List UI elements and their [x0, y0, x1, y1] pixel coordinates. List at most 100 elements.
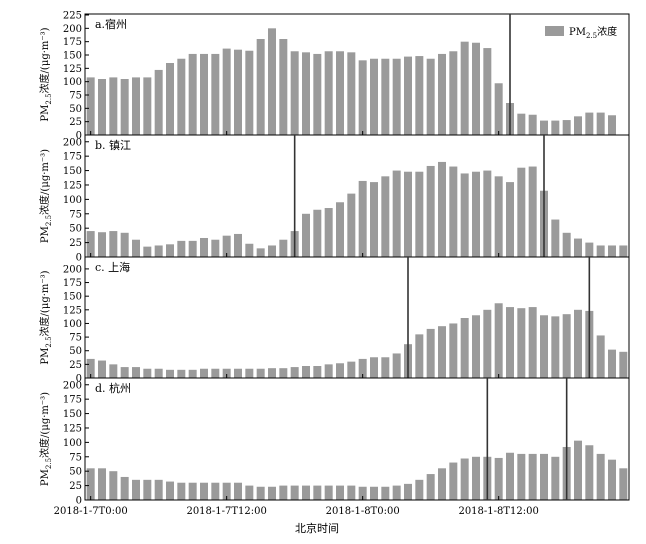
y-tick-label: 50: [69, 346, 82, 357]
bar: [256, 486, 265, 500]
y-tick-label: 25: [69, 238, 82, 249]
bar: [132, 77, 140, 135]
y-tick-label: 125: [63, 180, 82, 191]
bar: [608, 349, 616, 378]
bar: [290, 367, 299, 378]
bar: [166, 481, 174, 500]
x-tick-label: 2018-1-7T0:00: [54, 506, 128, 517]
bar: [540, 315, 548, 378]
bar: [166, 244, 174, 257]
y-tick-label: 0: [76, 496, 82, 507]
y-tick-label: 200: [63, 264, 82, 275]
bar: [460, 41, 469, 135]
bar: [166, 63, 174, 135]
bar: [211, 53, 220, 135]
bar: [415, 171, 424, 257]
bar: [177, 369, 186, 378]
y-axis-label: PM2.5浓度/(μg·m⁻³): [38, 392, 53, 486]
bar: [245, 485, 254, 500]
bar: [392, 485, 401, 500]
y-tick-label: 175: [63, 37, 82, 48]
bar: [415, 479, 424, 500]
bar: [109, 231, 118, 257]
y-tick-label: 75: [69, 333, 82, 344]
bar: [528, 114, 537, 135]
bar: [551, 219, 560, 257]
y-tick-label: 125: [63, 305, 82, 316]
bar: [268, 28, 276, 135]
bar: [154, 368, 163, 378]
bar: [551, 316, 560, 378]
bar: [426, 474, 435, 500]
bar: [392, 58, 401, 136]
x-tick-label: 2018-1-7T12:00: [186, 506, 266, 517]
bar: [222, 48, 231, 135]
bar: [154, 69, 163, 135]
y-tick-label: 100: [63, 438, 82, 449]
y-tick-label: 25: [69, 481, 82, 492]
y-tick-label: 75: [69, 209, 82, 220]
bar: [608, 459, 616, 500]
bar: [177, 240, 186, 257]
bar: [347, 193, 356, 257]
bar: [381, 357, 390, 378]
x-tick-label: 2018-1-8T0:00: [326, 506, 400, 517]
bar: [517, 453, 526, 500]
bar: [336, 363, 344, 378]
bar: [256, 248, 265, 257]
panel-frame: [84, 377, 630, 501]
y-tick-label: 100: [63, 77, 82, 88]
bar: [358, 180, 367, 257]
bar: [302, 213, 310, 257]
bar: [143, 77, 152, 135]
bar: [506, 182, 514, 257]
bar: [562, 120, 571, 135]
bar: [517, 167, 526, 257]
bar: [86, 468, 95, 500]
bar: [109, 77, 118, 135]
bar: [313, 485, 322, 500]
y-tick-label: 50: [69, 104, 82, 115]
bar: [222, 368, 231, 378]
bar: [426, 165, 435, 257]
bar: [494, 83, 503, 135]
y-axis-label: PM2.5浓度/(μg·m⁻³): [38, 149, 53, 243]
bar: [370, 357, 378, 378]
bar: [415, 56, 424, 135]
bar: [268, 245, 276, 257]
bar: [109, 364, 118, 378]
y-tick-label: 150: [63, 166, 82, 177]
bar: [279, 368, 288, 378]
y-tick-label: 100: [63, 195, 82, 206]
bar: [562, 314, 571, 378]
bar: [200, 368, 208, 378]
y-tick-label: 200: [63, 137, 82, 148]
bar: [290, 51, 299, 135]
y-tick-label: 125: [63, 423, 82, 434]
bar: [449, 462, 458, 500]
bar: [324, 51, 333, 135]
bar: [302, 366, 310, 378]
bar: [177, 482, 186, 500]
bar: [472, 315, 480, 378]
bar: [381, 176, 390, 257]
bar: [302, 52, 310, 135]
bar: [449, 323, 458, 378]
bar: [528, 453, 537, 500]
bar: [449, 51, 458, 135]
bar: [222, 235, 231, 257]
bar: [336, 202, 344, 257]
bar: [177, 58, 186, 136]
bar: [211, 368, 220, 378]
bar: [234, 233, 242, 257]
bar: [268, 486, 276, 500]
bar: [608, 245, 616, 257]
panel-label: a.宿州: [95, 17, 127, 31]
y-tick-label: 150: [63, 51, 82, 62]
bar: [347, 52, 356, 135]
bar: [551, 120, 560, 135]
bar: [234, 482, 242, 500]
bar: [132, 367, 140, 378]
bar: [483, 170, 492, 257]
y-tick-label: 50: [69, 467, 82, 478]
